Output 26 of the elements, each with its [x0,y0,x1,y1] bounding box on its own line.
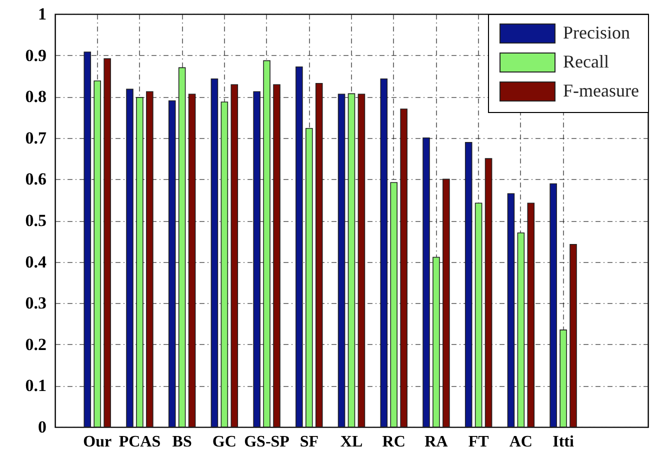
x-tick-label: AC [509,434,532,450]
x-tick-label: RA [424,434,448,450]
y-tick-label: 0.1 [25,376,46,396]
y-tick-label: 0 [38,418,46,436]
legend-label: Precision [563,22,630,42]
y-tick-label: 0.5 [25,211,46,230]
y-tick-label: 0.3 [25,294,46,313]
x-tick-label: SF [300,434,319,450]
y-tick-label: 0.2 [25,334,46,354]
x-tick-label: FT [468,434,490,450]
x-tick-label: XL [340,434,363,450]
legend-label: Recall [563,52,609,72]
x-tick-label: GS-SP [244,434,290,450]
y-tick-label: 0.8 [25,87,46,106]
y-tick-label: 0.6 [25,170,46,189]
x-tick-label: GC [212,434,236,450]
y-tick-label: 0.4 [25,252,47,272]
x-tick-label: Our [83,434,112,450]
legend-label: F-measure [563,80,639,100]
x-tick-label: Itti [552,434,575,450]
y-tick-label: 0.9 [25,46,46,65]
x-tick-label: PCAS [118,434,161,450]
y-tick-label: 1 [38,4,46,24]
x-tick-label: BS [172,434,192,450]
y-tick-label: 0.7 [25,128,47,148]
x-tick-label: RC [382,434,406,450]
